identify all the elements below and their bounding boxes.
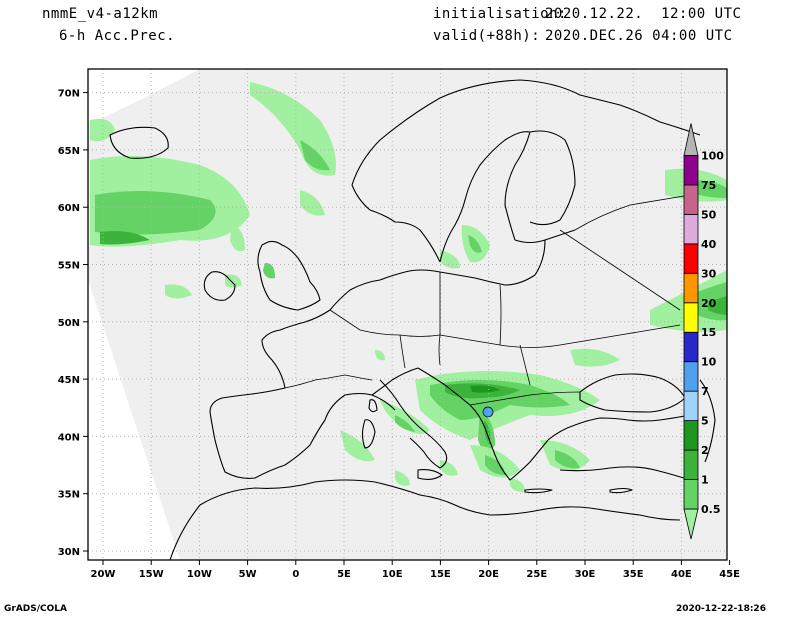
lon-label-5: 5E — [337, 569, 351, 580]
legend-swatch-10 — [683, 213, 699, 245]
legend-label-10: 50 — [701, 208, 717, 221]
lon-label-3: 5W — [239, 569, 257, 580]
lon-label-0: 20W — [91, 569, 116, 580]
lon-label-7: 15E — [430, 569, 451, 580]
lon-label-11: 35E — [623, 569, 644, 580]
model-domain — [88, 69, 727, 560]
lat-label-6: 60N — [58, 203, 80, 214]
legend-swatch-1 — [683, 479, 699, 510]
lon-label-13: 45E — [719, 569, 740, 580]
legend-label-3: 5 — [701, 415, 709, 428]
lat-label-8: 70N — [58, 89, 80, 100]
legend-swatch-6 — [683, 331, 699, 363]
legend-label-2: 2 — [701, 444, 709, 457]
lat-label-7: 65N — [58, 146, 80, 157]
legend-label-4: 7 — [701, 385, 709, 398]
lon-label-10: 30E — [575, 569, 596, 580]
lon-label-1: 15W — [139, 569, 164, 580]
lon-label-8: 20E — [478, 569, 499, 580]
legend-swatch-12 — [683, 155, 699, 186]
valid-value: 2020.DEC.26 04:00 UTC — [545, 28, 733, 44]
legend-label-1: 1 — [701, 474, 709, 487]
field-name: 6-h Acc.Prec. — [59, 28, 176, 44]
init-value: 2020.12.22. 12:00 UTC — [545, 6, 742, 22]
legend-label-7: 20 — [701, 297, 717, 310]
legend-swatch-5 — [683, 361, 699, 392]
legend-label-8: 30 — [701, 267, 717, 280]
legend-swatch-7 — [683, 302, 699, 333]
legend-label-5: 10 — [701, 356, 717, 369]
outside-domain-south — [88, 280, 180, 560]
legend-label-9: 40 — [701, 238, 717, 251]
lat-label-0: 30N — [58, 547, 80, 558]
init-label: initialisation: — [433, 6, 567, 22]
legend-swatch-2 — [683, 449, 699, 480]
color-legend: 0.5 1 2 5 7 10 15 20 30 40 50 75 100 — [683, 123, 724, 540]
valid-label: valid(+88h): — [433, 28, 541, 44]
lon-label-2: 10W — [187, 569, 212, 580]
lat-label-2: 40N — [58, 432, 80, 443]
lon-label-6: 10E — [382, 569, 403, 580]
lat-label-1: 35N — [58, 490, 80, 501]
legend-label-0: 0.5 — [701, 503, 721, 516]
legend-swatch-9 — [683, 243, 699, 274]
footer-timestamp: 2020-12-22-18:26 — [676, 604, 766, 614]
footer-software: GrADS/COLA — [4, 604, 67, 614]
lat-label-3: 45N — [58, 375, 80, 386]
lon-label-12: 40E — [671, 569, 692, 580]
legend-swatch-8 — [683, 272, 699, 304]
outside-domain — [88, 69, 200, 125]
legend-label-12: 100 — [701, 149, 724, 162]
coastlines — [109, 79, 716, 560]
legend-swatch-4 — [683, 390, 699, 422]
lon-label-9: 25E — [526, 569, 547, 580]
legend-arrow-high — [683, 123, 699, 156]
model-name: nmmE_v4-a12km — [42, 6, 159, 22]
map-frame — [87, 68, 728, 561]
legend-swatch-3 — [683, 420, 699, 451]
country-borders — [284, 194, 691, 406]
legend-swatch-11 — [683, 184, 699, 215]
legend-label-6: 15 — [701, 326, 716, 339]
lon-label-4: 0 — [292, 569, 299, 580]
graticule — [88, 69, 727, 560]
latitude-labels: 30N 35N 40N 45N 50N 55N 60N 65N 70N — [58, 89, 88, 558]
legend-label-11: 75 — [701, 179, 716, 192]
lat-label-4: 50N — [58, 318, 80, 329]
lat-label-5: 55N — [58, 261, 80, 272]
longitude-labels: 20W 15W 10W 5W 0 5E 10E 15E 20E 25E 30E 35E 40E 45E — [91, 560, 740, 580]
